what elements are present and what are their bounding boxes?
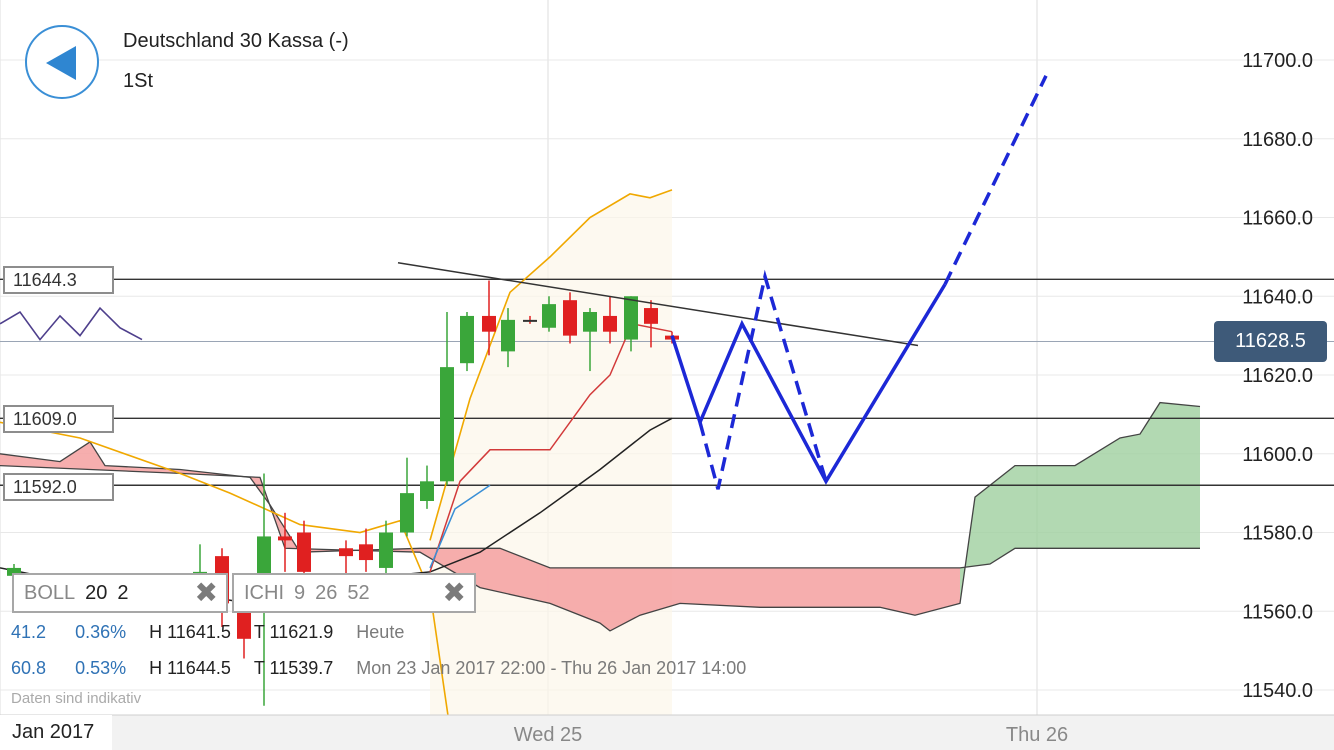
stats-range: Mon 23 Jan 2017 22:00 - Thu 26 Jan 2017 …	[356, 658, 747, 678]
bollinger-lower-line	[0, 421, 451, 730]
ichimoku-cloud-bearish	[0, 441, 960, 631]
candle-body	[440, 367, 454, 482]
stats-percent: 0.53%	[75, 658, 127, 678]
candle-body	[7, 567, 21, 576]
projection-target-dashed	[943, 75, 1048, 286]
x-axis-tick-label: Wed 25	[514, 724, 583, 746]
candle-body	[420, 481, 434, 501]
candle-body	[603, 315, 617, 332]
chikou-line	[0, 306, 143, 341]
candle-body	[644, 308, 658, 324]
candle-body	[563, 300, 577, 336]
candle-body	[297, 532, 311, 572]
projection-path	[670, 283, 947, 485]
instrument-title: Deutschland 30 Kassa (-)	[123, 30, 349, 52]
y-axis-tick-label: 11580.0	[1242, 523, 1313, 545]
stats-percent: 0.36%	[75, 622, 127, 642]
level-label-11644[interactable]: 11644.3	[3, 266, 114, 294]
x-axis-strip	[0, 715, 1334, 750]
candle-body	[542, 304, 556, 328]
y-axis-tick-label: 11560.0	[1242, 601, 1313, 623]
stats-points: 41.2	[11, 622, 47, 642]
candle-body	[523, 319, 537, 322]
ichi-senkou: 52	[347, 582, 370, 604]
stats-row-today: 41.2 0.36% H 11641.5 T 11621.9 Heute	[11, 622, 404, 643]
y-axis-tick-label: 11620.0	[1242, 365, 1313, 387]
ichi-name: ICHI	[244, 582, 284, 604]
boll-name: BOLL	[24, 582, 76, 604]
bollinger-upper-line	[429, 189, 673, 541]
ichi-indicator-panel[interactable]: ICHI 9 26 52 ✖	[232, 573, 476, 613]
candle-body	[400, 493, 414, 533]
candle-body	[460, 315, 474, 364]
stats-high: H 11641.5	[149, 622, 231, 642]
boll-period: 20	[85, 582, 108, 604]
ichimoku-cloud-bullish	[960, 402, 1200, 604]
candle-body	[501, 319, 515, 352]
boll-deviation: 2	[117, 582, 129, 604]
stats-low: T 11539.7	[253, 658, 334, 678]
x-axis-start-label: Jan 2017	[0, 715, 112, 750]
senkou-a-line	[429, 484, 491, 569]
candle-body	[339, 548, 353, 557]
x-axis-tick-label: Thu 26	[1006, 724, 1068, 746]
ichi-kijun: 26	[315, 582, 338, 604]
candle-body	[482, 315, 496, 332]
stats-points: 60.8	[11, 658, 47, 678]
candle-body	[359, 544, 373, 561]
disclaimer: Daten sind indikativ	[11, 690, 142, 707]
level-label-11609[interactable]: 11609.0	[3, 405, 114, 433]
candle-body	[583, 312, 597, 332]
stats-low: T 11621.9	[253, 622, 334, 642]
last-price-tag: 11628.5	[1214, 321, 1327, 362]
y-axis-tick-label: 11540.0	[1242, 680, 1313, 702]
y-axis-tick-label: 11600.0	[1242, 444, 1313, 466]
instrument-period: 1St	[123, 70, 154, 92]
candle-body	[278, 536, 292, 541]
trendline	[397, 262, 919, 347]
ichi-close-icon[interactable]: ✖	[442, 577, 466, 608]
y-axis-tick-label: 11680.0	[1242, 129, 1313, 151]
stats-row-period: 60.8 0.53% H 11644.5 T 11539.7 Mon 23 Ja…	[11, 658, 746, 679]
ichi-tenkan: 9	[294, 582, 306, 604]
back-button[interactable]	[25, 25, 99, 99]
candle-body	[624, 296, 638, 340]
y-axis-tick-label: 11640.0	[1242, 286, 1313, 308]
projection-path-dashed	[698, 269, 828, 490]
boll-indicator-panel[interactable]: BOLL 20 2 ✖	[12, 573, 228, 613]
y-axis-tick-label: 11700.0	[1242, 50, 1313, 72]
stats-range: Heute	[356, 622, 405, 642]
senkou-span-line	[0, 401, 1201, 632]
boll-close-icon[interactable]: ✖	[194, 577, 218, 608]
back-arrow-icon	[46, 46, 76, 80]
level-label-11592[interactable]: 11592.0	[3, 473, 114, 501]
candle-body	[379, 532, 393, 568]
y-axis-tick-label: 11660.0	[1242, 208, 1313, 230]
stats-high: H 11644.5	[149, 658, 231, 678]
